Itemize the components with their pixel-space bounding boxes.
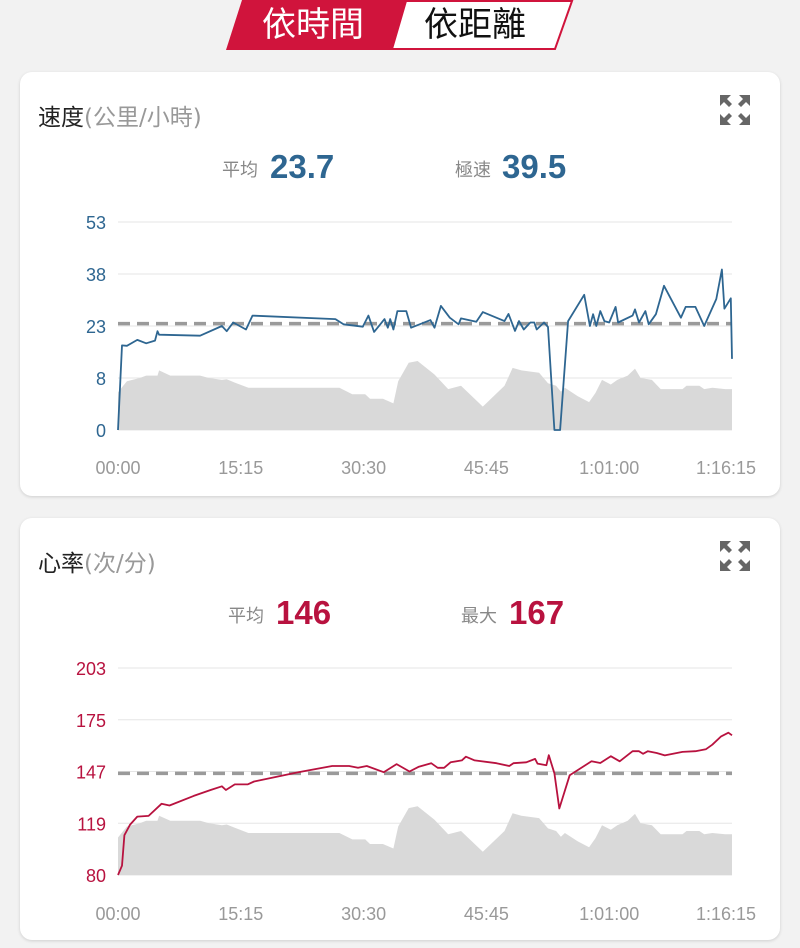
x-tick-label: 1:16:15 — [696, 458, 756, 478]
view-mode-tabs — [226, 0, 574, 50]
y-tick-label: 203 — [76, 659, 106, 679]
hr-avg-label: 平均 — [228, 606, 264, 627]
hr-max-value: 167 — [509, 594, 565, 631]
speed-max-value: 39.5 — [502, 148, 567, 185]
elevation-area — [118, 806, 732, 875]
heart-rate-title-label: 心率 — [38, 551, 84, 577]
x-tick-label: 1:01:00 — [579, 904, 639, 924]
x-tick-label: 1:01:00 — [579, 458, 639, 478]
speed-title: 速度(公里/小時) — [38, 98, 202, 132]
y-tick-label: 8 — [96, 369, 106, 389]
expand-arrows-icon[interactable] — [718, 539, 752, 573]
tab-by-distance[interactable]: 依距離 — [424, 5, 526, 45]
y-tick-label: 175 — [76, 711, 106, 731]
x-tick-label: 45:45 — [464, 904, 509, 924]
y-tick-label: 0 — [96, 421, 106, 441]
tab-by-distance-bg[interactable] — [390, 0, 574, 50]
speed-line — [117, 268, 733, 431]
y-tick-label: 53 — [86, 213, 106, 233]
tab-by-time-bg[interactable] — [226, 0, 410, 50]
y-tick-label: 147 — [76, 763, 106, 783]
speed-unit: (公里/小時) — [84, 105, 202, 131]
expand-arrows-icon[interactable] — [718, 93, 752, 127]
y-tick-label: 119 — [77, 814, 106, 834]
hr-avg-value: 146 — [276, 594, 332, 631]
x-tick-label: 15:15 — [218, 458, 263, 478]
x-tick-label: 30:30 — [341, 904, 386, 924]
x-tick-label: 1:16:15 — [696, 904, 756, 924]
tab-by-time[interactable]: 依時間 — [262, 5, 364, 45]
speed-avg-value: 23.7 — [270, 148, 335, 185]
elevation-area — [118, 361, 732, 430]
speed-title-label: 速度 — [38, 105, 84, 131]
heart-rate-unit: (次/分) — [84, 551, 156, 577]
x-tick-label: 00:00 — [95, 904, 140, 924]
y-tick-label: 38 — [86, 265, 106, 285]
hr-max-label: 最大 — [461, 606, 497, 627]
x-tick-label: 30:30 — [341, 458, 386, 478]
y-tick-label: 80 — [86, 866, 106, 886]
x-tick-label: 45:45 — [464, 458, 509, 478]
speed-max-label: 極速 — [455, 160, 491, 181]
speed-avg-label: 平均 — [222, 160, 258, 181]
y-tick-label: 23 — [86, 317, 106, 337]
x-tick-label: 00:00 — [95, 458, 140, 478]
heart-rate-title: 心率(次/分) — [38, 544, 156, 578]
x-tick-label: 15:15 — [218, 904, 263, 924]
heart-rate-line — [117, 731, 733, 876]
